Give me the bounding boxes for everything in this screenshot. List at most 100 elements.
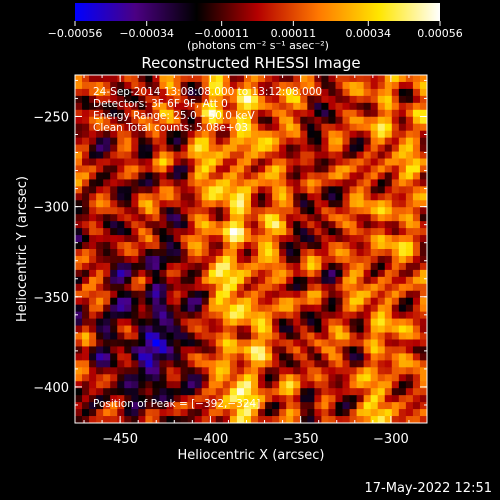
heatmap-cell [258,88,266,97]
heatmap-cell [356,367,365,375]
heatmap-cell [370,395,379,403]
heatmap-cell [145,158,154,167]
heatmap-cell [307,221,315,229]
heatmap-cell [412,242,421,250]
heatmap-cell [279,151,287,160]
heatmap-cell [187,221,196,229]
heatmap-cell [363,200,372,208]
heatmap-cell [363,144,372,153]
heatmap-cell [215,269,224,278]
heatmap-cell [321,109,330,118]
heatmap-cell [258,353,266,361]
heatmap-cell [412,388,421,396]
heatmap-cell [314,221,322,229]
heatmap-cell [328,235,337,243]
heatmap-cell [152,207,161,215]
heatmap-cell [363,276,372,285]
heatmap-cell [384,332,393,341]
heatmap-cell [110,346,118,354]
heatmap-cell [321,102,330,111]
heatmap-cell [349,130,358,139]
heatmap-cell [208,262,217,271]
heatmap-cell [293,360,301,368]
heatmap-cell [194,269,203,278]
heatmap-cell [335,75,344,83]
heatmap-cell [152,172,161,180]
heatmap-cell [384,402,393,410]
heatmap-cell [187,165,196,174]
heatmap-cell [419,193,427,201]
heatmap-cell [384,409,393,417]
heatmap-cell [103,109,111,118]
heatmap-cell [384,416,393,423]
heatmap-cell [314,102,322,111]
heatmap-cell [103,325,111,334]
heatmap-cell [75,242,83,250]
heatmap-cell [124,353,132,361]
heatmap-cell [159,325,168,334]
heatmap-cell [419,144,427,153]
heatmap-cell [173,332,182,341]
heatmap-cell [342,193,351,201]
heatmap-cell [243,409,252,417]
heatmap-cell [391,255,400,264]
heatmap-cell [258,249,266,257]
heatmap-cell [377,221,386,229]
heatmap-cell [363,325,372,334]
heatmap-cell [82,123,90,132]
heatmap-cell [82,339,90,348]
heatmap-cell [370,325,379,334]
heatmap-cell [405,221,414,229]
heatmap-cell [159,283,168,292]
heatmap-cell [222,186,231,194]
heatmap-cell [159,318,168,327]
heatmap-cell [307,297,315,306]
heatmap-cell [124,242,132,250]
heatmap-cell [194,255,203,264]
heatmap-cell [349,269,358,278]
heatmap-cell [124,116,132,125]
heatmap-cell [363,388,372,396]
heatmap-cell [363,158,372,167]
heatmap-cell [229,235,238,243]
heatmap-cell [236,297,245,306]
heatmap-cell [124,297,132,306]
heatmap-cell [103,123,111,132]
heatmap-cell [286,242,294,250]
heatmap-cell [152,88,161,97]
heatmap-cell [377,388,386,396]
heatmap-cell [363,374,372,382]
heatmap-cell [229,311,238,320]
heatmap-cell [89,75,97,83]
y-tick-label: −300 [33,201,69,216]
heatmap-cell [398,207,407,215]
heatmap-cell [215,360,224,368]
heatmap-cell [117,269,125,278]
heatmap-cell [117,186,125,194]
heatmap-cell [138,172,146,180]
heatmap-cell [222,102,231,111]
heatmap-cell [215,81,224,90]
heatmap-cell [82,186,90,194]
heatmap-cell [222,255,231,264]
heatmap-cell [229,172,238,180]
heatmap-cell [258,297,266,306]
heatmap-cell [103,102,111,111]
heatmap-cell [272,242,280,250]
heatmap-cell [159,290,168,299]
heatmap-cell [412,75,421,83]
heatmap-cell [391,297,400,306]
heatmap-cell [138,311,146,320]
heatmap-cell [405,179,414,187]
heatmap-cell [405,346,414,354]
heatmap-cell [187,269,196,278]
heatmap-cell [293,102,301,111]
heatmap-cell [89,193,97,201]
heatmap-cell [103,75,111,83]
heatmap-cell [117,95,125,104]
heatmap-cell [370,102,379,111]
heatmap-cell [342,262,351,271]
heatmap-cell [349,290,358,299]
heatmap-cell [152,311,161,320]
heatmap-cell [208,130,217,139]
